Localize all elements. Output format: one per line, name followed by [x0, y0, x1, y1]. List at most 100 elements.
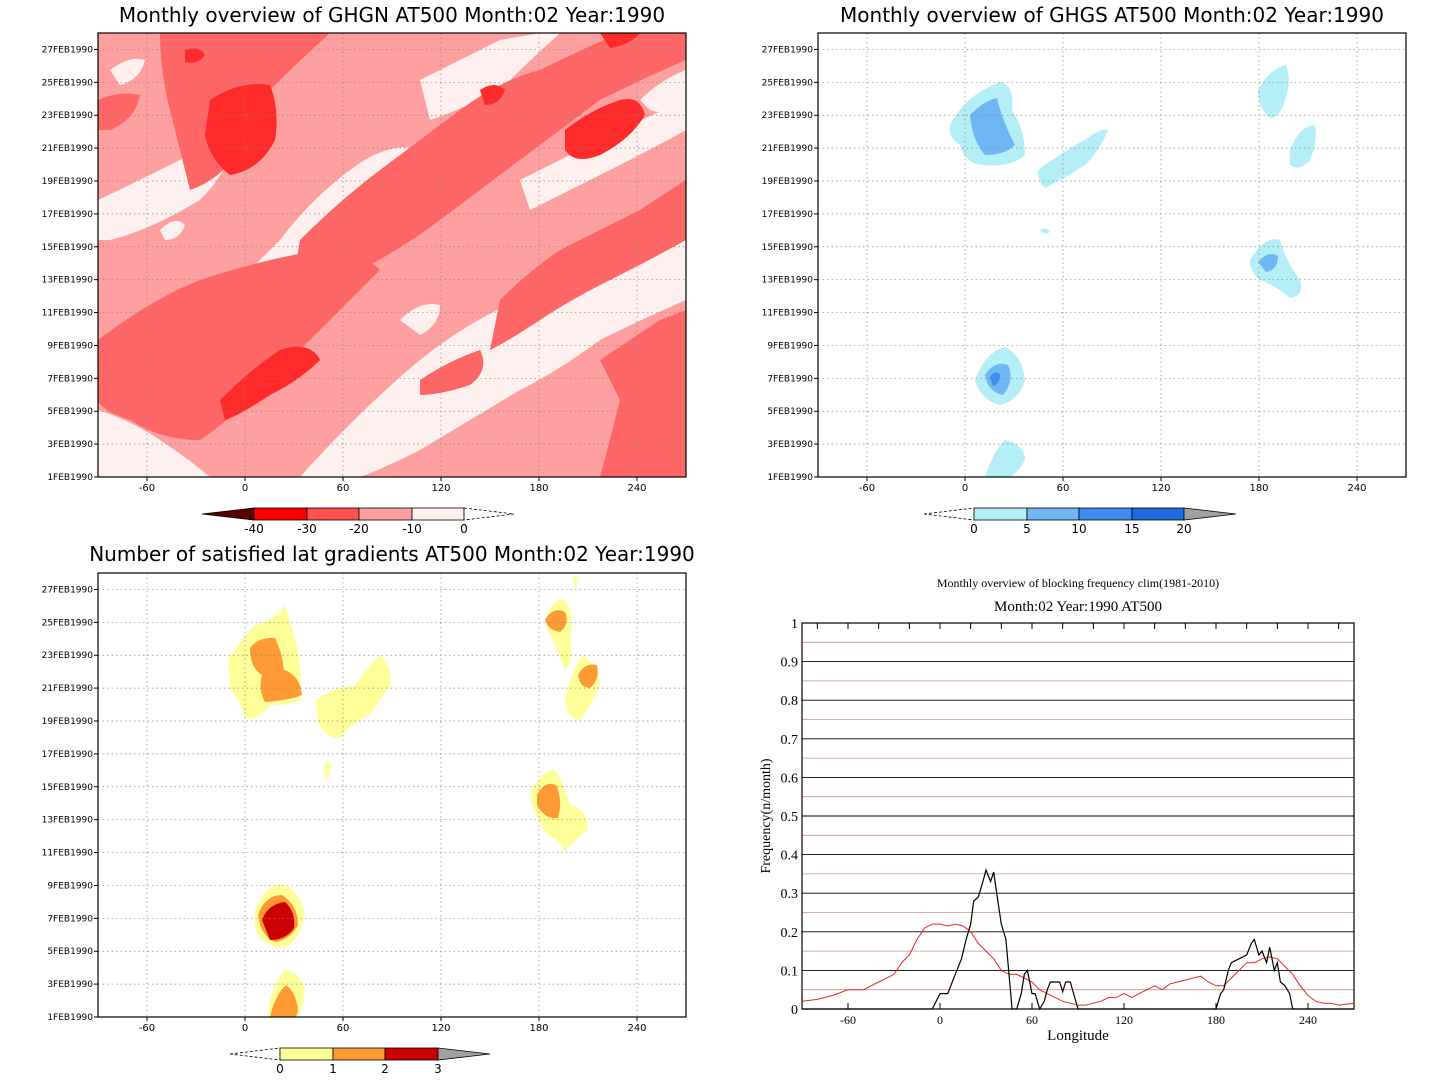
ghgs-frame [817, 32, 1407, 478]
ghgs-y-tick-label: 7FEB1990 [767, 374, 813, 384]
ghgn-y-tick-label: 15FEB1990 [42, 243, 94, 253]
ghgs-y-tick-label: 21FEB1990 [762, 144, 814, 154]
ghgn-title: Monthly overview of GHGN AT500 Month:02 … [119, 3, 665, 27]
ghgn-x-tick-label: -60 [139, 483, 155, 494]
ghgs-y-tick-label: 25FEB1990 [762, 78, 814, 88]
grad-x-ticks: -60 0 60 120 180 240 [139, 1017, 647, 1034]
ghgn-cb-label: 0 [460, 522, 468, 536]
ghgs-y-tick-label: 11FEB1990 [762, 309, 814, 319]
freq-y-tick-label: 0.6 [781, 771, 799, 786]
ghgn-cb-label: -30 [297, 522, 317, 536]
ghgn-frame [97, 32, 687, 478]
ghgn-x-tick-label: 60 [337, 483, 350, 494]
ghgn-y-tick-label: 25FEB1990 [42, 78, 94, 88]
ghgs-y-tick-label: 19FEB1990 [762, 177, 814, 187]
ghgn-x-tick-label: 0 [242, 483, 248, 494]
freq-y-tick-label: 0.4 [781, 849, 799, 864]
ghgn-cb-label: -40 [244, 522, 264, 536]
freq-xlabel: Longitude [1047, 1028, 1109, 1044]
ghgs-colorbar-triangle-low [923, 507, 975, 521]
ghgs-y-tick-label: 13FEB1990 [762, 276, 814, 286]
freq-y-tick-label: 0.9 [781, 656, 799, 671]
ghgs-heatmap: 1FEB1990 3FEB1990 5FEB1990 7FEB1990 9FEB1990… [762, 32, 1407, 494]
grad-x-tick-label: 60 [337, 1023, 350, 1034]
ghgs-cb-label: 0 [970, 522, 978, 536]
ghgn-colorbar-triangle-low [201, 507, 255, 521]
ghgs-cb-label: 20 [1176, 522, 1191, 536]
grad-y-tick-label: 27FEB1990 [42, 585, 94, 595]
ghgs-y-tick-label: 23FEB1990 [762, 111, 814, 121]
grad-y-tick-label: 9FEB1990 [47, 881, 93, 891]
grad-cb-label: 1 [329, 1062, 337, 1076]
ghgs-colorbar-triangle-high [1183, 507, 1237, 521]
freq-grid [802, 622, 1354, 1010]
ghgn-y-tick-label: 21FEB1990 [42, 144, 94, 154]
grad-y-tick-label: 5FEB1990 [47, 947, 93, 957]
ghgn-cb-label: -20 [349, 522, 369, 536]
freq-y-tick-label: 0 [791, 1003, 798, 1018]
grad-cb-label: 3 [434, 1062, 442, 1076]
freq-y-tick-label: 0.5 [781, 810, 799, 825]
ghgs-cb-label: 5 [1023, 522, 1031, 536]
ghgn-y-tick-label: 17FEB1990 [42, 210, 94, 220]
grad-frame [97, 572, 687, 1018]
freq-x-tick-label: 60 [1026, 1013, 1038, 1027]
grad-y-tick-label: 21FEB1990 [42, 684, 94, 694]
freq-x-tick-label: 0 [937, 1013, 943, 1027]
grad-y-tick-label: 7FEB1990 [47, 914, 93, 924]
ghgs-y-tick-label: 3FEB1990 [767, 440, 813, 450]
ghgn-y-tick-label: 23FEB1990 [42, 111, 94, 121]
ghgn-x-tick-label: 240 [627, 483, 646, 494]
ghgs-x-tick-label: 0 [962, 483, 968, 494]
ghgn-x-tick-label: 180 [529, 483, 548, 494]
ghgs-background [818, 33, 1406, 477]
ghgs-y-tick-label: 1FEB1990 [767, 473, 813, 483]
grad-y-tick-label: 25FEB1990 [42, 618, 94, 628]
grad-colorbar-triangle-high [437, 1047, 491, 1061]
grad-y-tick-label: 19FEB1990 [42, 717, 94, 727]
grad-grid [98, 573, 686, 1018]
grad-y-tick-label: 23FEB1990 [42, 651, 94, 661]
freq-x-tick-label: 240 [1299, 1013, 1317, 1027]
freq-series-clim-line [801, 923, 1355, 1006]
grad-heatmap: 1FEB1990 3FEB1990 5FEB1990 7FEB1990 9FEB1990… [42, 572, 687, 1034]
grad-cb-label: 0 [276, 1062, 284, 1076]
ghgs-colorbar: 0 5 10 15 20 [923, 507, 1237, 536]
freq-y-tick-label: 0.7 [781, 733, 799, 748]
ghgs-x-tick-label: 120 [1151, 483, 1170, 494]
grad-y-tick-label: 15FEB1990 [42, 783, 94, 793]
ghgs-title: Monthly overview of GHGS AT500 Month:02 … [840, 3, 1384, 27]
ghgn-y-tick-label: 19FEB1990 [42, 177, 94, 187]
grad-x-tick-label: 240 [627, 1023, 646, 1034]
grad-x-tick-label: -60 [139, 1023, 155, 1034]
ghgs-y-tick-label: 5FEB1990 [767, 407, 813, 417]
ghgn-x-tick-label: 120 [431, 483, 450, 494]
freq-ylabel: Frequency(n/month) [759, 758, 774, 873]
freq-x-tick-label: 120 [1115, 1013, 1133, 1027]
freq-series-year-line [802, 868, 1354, 1011]
ghgn-contours [98, 33, 686, 477]
grad-background [98, 573, 686, 1017]
ghgs-x-tick-label: -60 [859, 483, 875, 494]
ghgs-y-tick-label: 27FEB1990 [762, 45, 814, 55]
freq-y-tick-label: 0.1 [781, 964, 799, 979]
freq-y-tick-label: 0.2 [781, 926, 799, 941]
ghgn-y-tick-label: 11FEB1990 [42, 309, 94, 319]
ghgn-y-tick-label: 27FEB1990 [42, 45, 94, 55]
ghgs-contours [949, 65, 1316, 477]
freq-y-tick-label: 1 [791, 617, 798, 632]
grad-y-tick-label: 11FEB1990 [42, 849, 94, 859]
freq-x-tick-label: 180 [1207, 1013, 1225, 1027]
grad-x-tick-label: 180 [529, 1023, 548, 1034]
ghgn-x-ticks: -60 0 60 120 180 240 [139, 477, 647, 494]
ghgn-heatmap: 1FEB1990 3FEB1990 5FEB1990 7FEB1990 9FEB1990… [42, 32, 687, 494]
grad-title: Number of satisfied lat gradients AT500 … [89, 542, 695, 566]
ghgn-y-tick-label: 1FEB1990 [47, 473, 93, 483]
ghgn-y-ticks: 1FEB1990 3FEB1990 5FEB1990 7FEB1990 9FEB1990… [42, 45, 98, 483]
ghgs-y-tick-label: 15FEB1990 [762, 243, 814, 253]
grad-x-tick-label: 0 [242, 1023, 248, 1034]
ghgs-x-tick-label: 240 [1347, 483, 1366, 494]
ghgs-y-tick-label: 17FEB1990 [762, 210, 814, 220]
grad-y-tick-label: 13FEB1990 [42, 816, 94, 826]
